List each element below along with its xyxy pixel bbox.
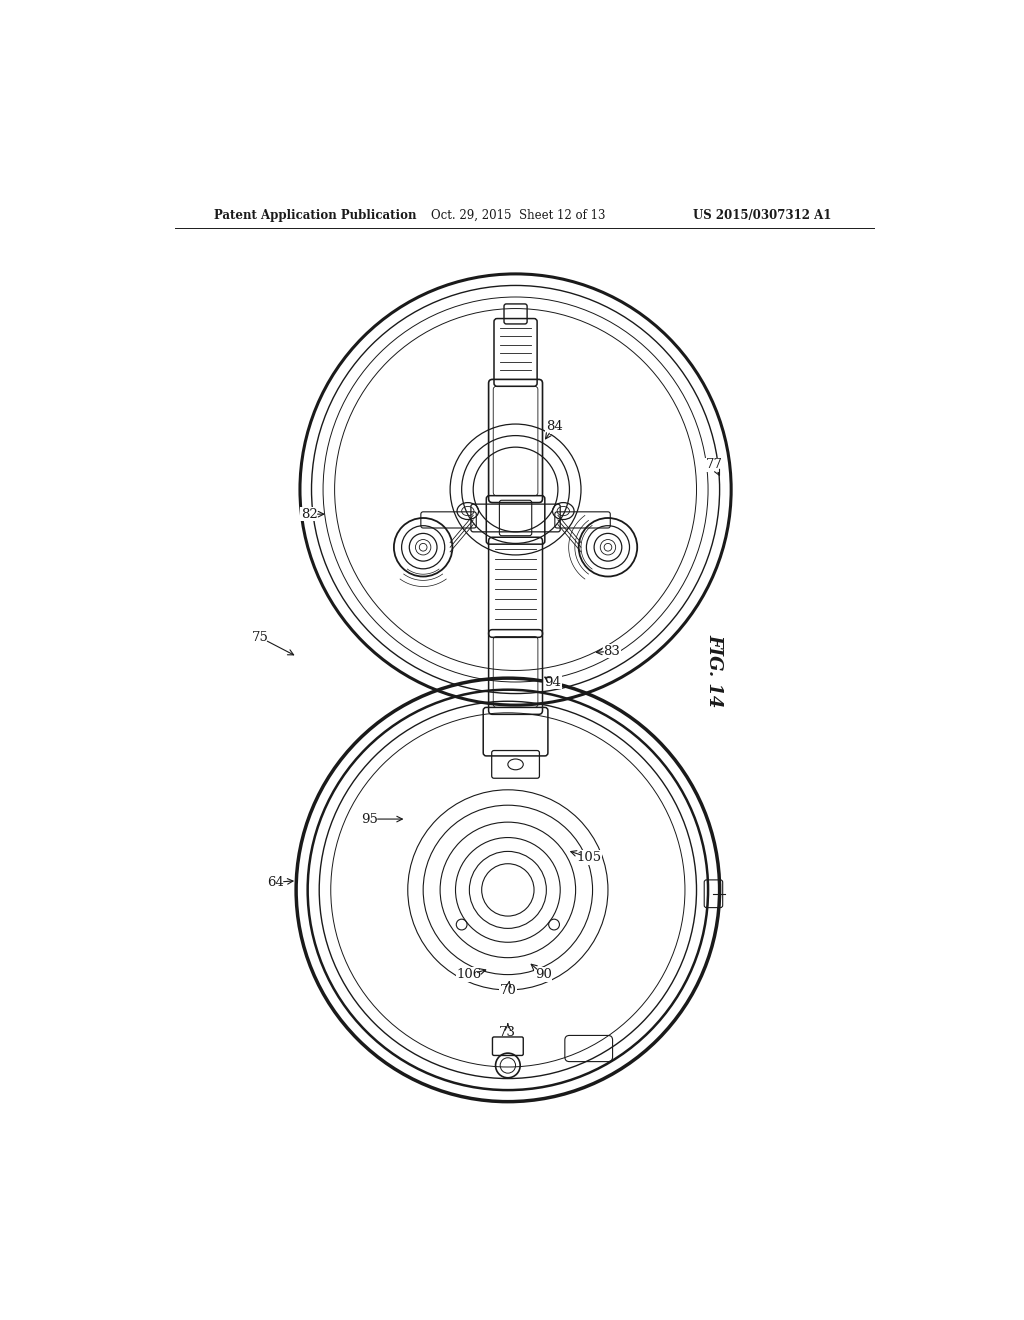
Text: 77: 77 bbox=[706, 458, 723, 471]
Text: 105: 105 bbox=[577, 851, 601, 865]
Text: 70: 70 bbox=[500, 983, 516, 997]
Text: 75: 75 bbox=[252, 631, 268, 644]
Text: 84: 84 bbox=[546, 420, 562, 433]
Text: Patent Application Publication: Patent Application Publication bbox=[214, 209, 416, 222]
Text: FIG. 14: FIG. 14 bbox=[706, 634, 723, 708]
Text: 83: 83 bbox=[603, 644, 621, 657]
Text: 90: 90 bbox=[535, 968, 552, 981]
Text: 82: 82 bbox=[301, 508, 317, 520]
Text: 95: 95 bbox=[360, 813, 378, 825]
Text: 64: 64 bbox=[267, 875, 284, 888]
Text: 73: 73 bbox=[500, 1026, 516, 1039]
Text: 94: 94 bbox=[544, 676, 561, 689]
Text: Oct. 29, 2015  Sheet 12 of 13: Oct. 29, 2015 Sheet 12 of 13 bbox=[431, 209, 605, 222]
Text: US 2015/0307312 A1: US 2015/0307312 A1 bbox=[692, 209, 831, 222]
Text: 106: 106 bbox=[457, 968, 482, 981]
